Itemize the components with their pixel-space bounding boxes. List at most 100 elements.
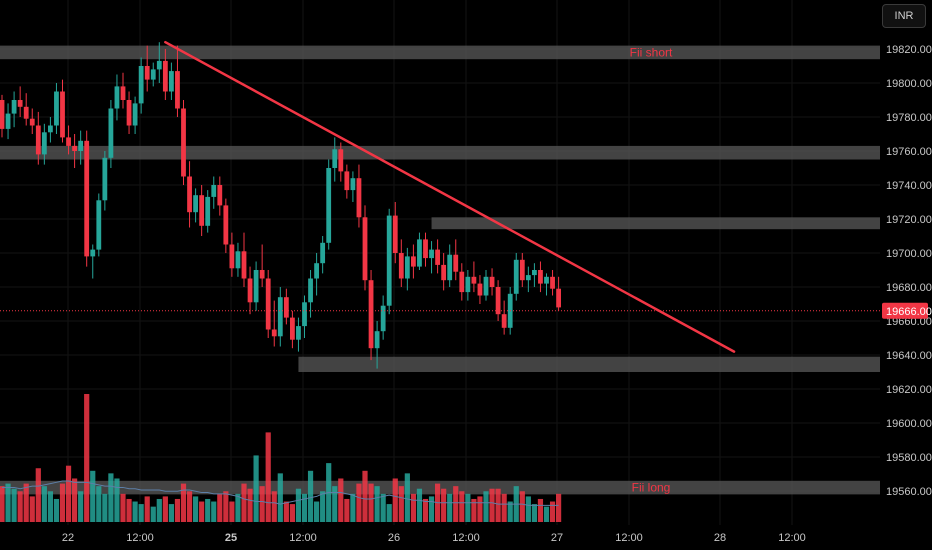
volume-bar xyxy=(556,493,562,522)
candle-body xyxy=(11,100,17,114)
descending-trendline[interactable] xyxy=(164,40,736,353)
volume-bar xyxy=(217,493,223,522)
candle-body xyxy=(229,244,235,269)
volume-bar xyxy=(501,493,507,522)
candle-body xyxy=(380,305,386,332)
volume-bar xyxy=(338,478,344,522)
volume-bar xyxy=(477,496,483,522)
candle-body xyxy=(344,171,350,191)
volume-bar xyxy=(350,493,356,522)
candle-body xyxy=(235,251,241,269)
volume-bar xyxy=(368,483,374,522)
price-tick-label: 19680.00 xyxy=(886,282,932,294)
volume-bar xyxy=(247,488,253,522)
price-tick-label: 19620.00 xyxy=(886,384,932,396)
volume-bar xyxy=(525,496,531,522)
volume-bar xyxy=(265,432,271,522)
volume-bar xyxy=(235,493,241,522)
candle-body xyxy=(211,185,217,197)
candle-body xyxy=(296,326,301,340)
candle-body xyxy=(477,283,483,296)
volume-bar xyxy=(5,483,11,522)
volume-bar xyxy=(259,486,265,522)
candle-body xyxy=(0,100,5,129)
volume-bar xyxy=(211,501,217,522)
volume-bar xyxy=(174,498,181,522)
support-zone[interactable] xyxy=(298,356,880,372)
candle-body xyxy=(162,60,168,92)
candle-body xyxy=(441,264,447,281)
resistance-zone-lower[interactable] xyxy=(431,217,880,230)
volume-bar xyxy=(199,501,205,522)
candle-body xyxy=(525,275,531,281)
volume-bar xyxy=(392,478,398,522)
candle-body xyxy=(411,256,416,267)
candle-body xyxy=(495,287,501,315)
volume-bar xyxy=(386,504,392,522)
volume-bar xyxy=(519,491,525,522)
candle-body xyxy=(66,137,71,146)
volume-bar xyxy=(120,493,126,522)
candle-body xyxy=(556,288,561,308)
candle-body xyxy=(150,69,156,80)
candle-body xyxy=(181,108,186,177)
candle-body xyxy=(41,132,47,155)
volume-bar xyxy=(126,498,132,522)
candle-body xyxy=(187,176,192,213)
currency-button[interactable]: INR xyxy=(882,4,926,28)
candle-body xyxy=(362,217,368,281)
candle-body xyxy=(96,200,102,250)
candle-body xyxy=(392,215,398,253)
candle-body xyxy=(223,205,229,245)
price-axis[interactable]: 19820.00 19800.00 19780.00 19760.00 1974… xyxy=(880,30,932,550)
candle-body xyxy=(386,215,392,306)
volume-bar xyxy=(96,486,102,522)
resistance-zone-upper[interactable] xyxy=(0,145,880,160)
chart-grid xyxy=(0,0,880,525)
volume-bar xyxy=(90,470,96,522)
volume-bar xyxy=(374,486,380,522)
candle-body xyxy=(169,71,174,92)
candle-body xyxy=(108,108,114,158)
time-tick-label: 12:00 xyxy=(615,532,643,544)
volume-bar xyxy=(11,488,17,522)
volume-bar xyxy=(180,483,187,522)
candle-body xyxy=(217,185,223,206)
volume-bar xyxy=(543,506,550,522)
time-tick-label: 27 xyxy=(551,532,563,544)
candle-body xyxy=(513,259,519,294)
candle-body xyxy=(35,125,41,155)
volume-bar xyxy=(428,496,435,522)
candle-body xyxy=(489,276,495,287)
volume-bar xyxy=(65,465,72,522)
candle-body xyxy=(447,254,453,281)
candle-body xyxy=(544,276,549,284)
volume-bar xyxy=(138,504,144,522)
candle-body xyxy=(314,263,319,279)
volume-bar xyxy=(35,468,41,522)
candle-body xyxy=(550,276,555,289)
candle-body xyxy=(471,276,477,284)
volume-bar xyxy=(344,498,350,522)
price-tick-label: 19600.00 xyxy=(886,418,932,430)
candle-body xyxy=(459,271,465,293)
candle-body xyxy=(138,66,144,104)
volume-bar xyxy=(41,486,47,522)
fii-short-zone[interactable] xyxy=(0,45,880,60)
candle-body xyxy=(253,270,259,303)
volume-bar xyxy=(186,491,193,522)
candle-body xyxy=(205,196,211,226)
time-tick-label: 22 xyxy=(62,532,74,544)
volume-bar xyxy=(416,488,423,522)
candle-body xyxy=(326,168,332,243)
volume-bar xyxy=(223,491,229,522)
volume-bar xyxy=(398,486,404,522)
time-axis[interactable]: 22 12:00 25 12:00 26 12:00 27 12:00 28 1… xyxy=(62,532,806,544)
candle-body xyxy=(271,329,277,337)
time-tick-label: 12:00 xyxy=(126,532,154,544)
volume-bar xyxy=(459,491,465,522)
candle-body xyxy=(483,276,489,296)
volume-bar xyxy=(283,501,289,522)
candle-body xyxy=(126,100,132,126)
